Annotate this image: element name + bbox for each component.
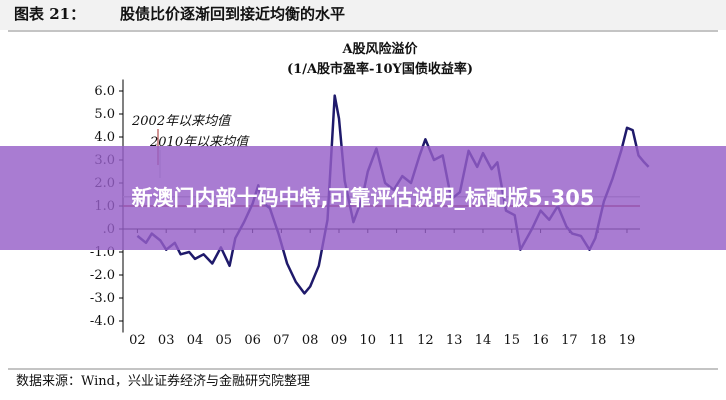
x-tick-label: 04 <box>187 333 204 348</box>
y-tick-label: 4.0 <box>94 130 115 145</box>
x-tick-label: 14 <box>475 333 492 348</box>
overlay-banner: 新澳门内部十码中特,可靠评估说明_标配版5.305 <box>0 146 726 250</box>
banner-text: 新澳门内部十码中特,可靠评估说明_标配版5.305 <box>131 186 595 210</box>
x-tick-label: 15 <box>503 333 520 348</box>
chart-title: A股风险溢价 <box>341 41 418 57</box>
x-tick-label: 16 <box>532 333 549 348</box>
chart-subtitle: (1/A股市盈率-10Y国债收益率) <box>287 61 473 77</box>
x-tick-label: 02 <box>129 333 146 348</box>
x-tick-label: 09 <box>331 333 348 348</box>
x-tick-label: 11 <box>388 333 405 348</box>
x-tick-label: 17 <box>561 333 578 348</box>
x-tick-label: 07 <box>273 333 290 348</box>
y-tick-label: -4.0 <box>90 314 115 329</box>
x-tick-label: 18 <box>590 333 607 348</box>
x-tick-label: 13 <box>446 333 463 348</box>
source: 数据来源：Wind，兴业证券经济与金融研究院整理 <box>16 373 310 389</box>
y-tick-label: 5.0 <box>94 107 115 122</box>
x-tick-label: 08 <box>302 333 319 348</box>
x-tick-label: 19 <box>619 333 636 348</box>
x-tick-label: 05 <box>216 333 233 348</box>
x-tick-label: 10 <box>360 333 377 348</box>
header-bg <box>0 0 726 30</box>
x-tick-label: 12 <box>417 333 434 348</box>
y-tick-label: 6.0 <box>94 84 115 99</box>
x-tick-label: 03 <box>158 333 175 348</box>
figure-label: 图表 21： <box>14 5 85 23</box>
y-tick-label: -3.0 <box>90 291 115 306</box>
figure-title: 股债比价逐渐回到接近均衡的水平 <box>120 5 345 23</box>
x-tick-label: 06 <box>244 333 261 348</box>
y-tick-label: -2.0 <box>90 268 115 283</box>
annotation: 2002年以来均值 <box>131 114 232 129</box>
